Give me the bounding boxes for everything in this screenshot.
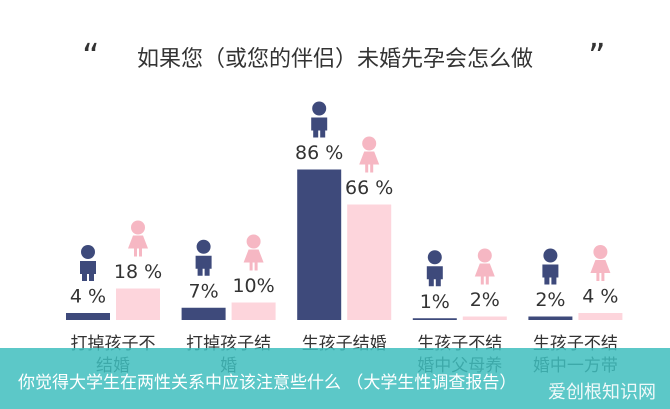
icon-body [542, 264, 559, 285]
icon-body [80, 261, 96, 281]
bar [347, 204, 392, 320]
quote-open: “ [82, 37, 100, 77]
chart-title: 如果您（或您的伴侣）未婚先孕会怎么做 [137, 47, 533, 72]
bar [528, 316, 573, 320]
male-icon [426, 250, 443, 287]
icon-head [196, 239, 211, 254]
bar [578, 313, 623, 320]
icon-head [131, 220, 145, 235]
bar [412, 318, 457, 320]
female-icon [243, 234, 264, 271]
value-label: 66 % [345, 177, 393, 199]
icon-body [311, 117, 328, 138]
value-label: 1% [420, 291, 450, 313]
icon-body [590, 260, 611, 281]
bar [66, 313, 110, 320]
caption-text: 你觉得大学生在两性关系中应该注意些什么 （大学生性调查报告） [18, 373, 517, 393]
male-icon [542, 248, 559, 285]
icon-head [362, 136, 377, 151]
icon-body [359, 151, 380, 173]
caption-banner: 你觉得大学生在两性关系中应该注意些什么 （大学生性调查报告） 爱创根知识网 [0, 348, 670, 409]
icon-head [543, 248, 558, 263]
icon-body [128, 235, 148, 257]
female-icon [590, 245, 611, 281]
bar [231, 302, 276, 320]
male-icon [195, 239, 212, 276]
icon-body [474, 263, 495, 285]
bar [297, 169, 342, 320]
watermark: 爱创根知识网 [548, 382, 656, 403]
icon-head [427, 250, 442, 265]
icon-head [593, 245, 608, 259]
female-icon [359, 136, 380, 173]
male-icon [311, 101, 328, 138]
icon-head [81, 245, 95, 259]
value-label: 18 % [114, 261, 162, 283]
icon-body [243, 249, 264, 271]
icon-head [477, 248, 492, 263]
icon-head [246, 234, 261, 249]
icon-body [426, 266, 443, 287]
value-label: 86 % [295, 142, 343, 164]
female-icon [474, 248, 495, 285]
icon-head [312, 101, 327, 116]
bar [181, 307, 226, 320]
quote-close: ” [588, 37, 606, 77]
value-label: 10% [232, 275, 274, 297]
male-icon [80, 245, 96, 281]
female-icon [128, 220, 148, 257]
value-label: 4 % [70, 286, 106, 308]
value-label: 2% [535, 289, 565, 311]
value-label: 4 % [582, 286, 618, 308]
icon-body [195, 255, 212, 276]
bar [462, 316, 507, 320]
value-label: 2% [470, 289, 500, 311]
bar [116, 288, 160, 320]
value-label: 7% [189, 280, 219, 302]
